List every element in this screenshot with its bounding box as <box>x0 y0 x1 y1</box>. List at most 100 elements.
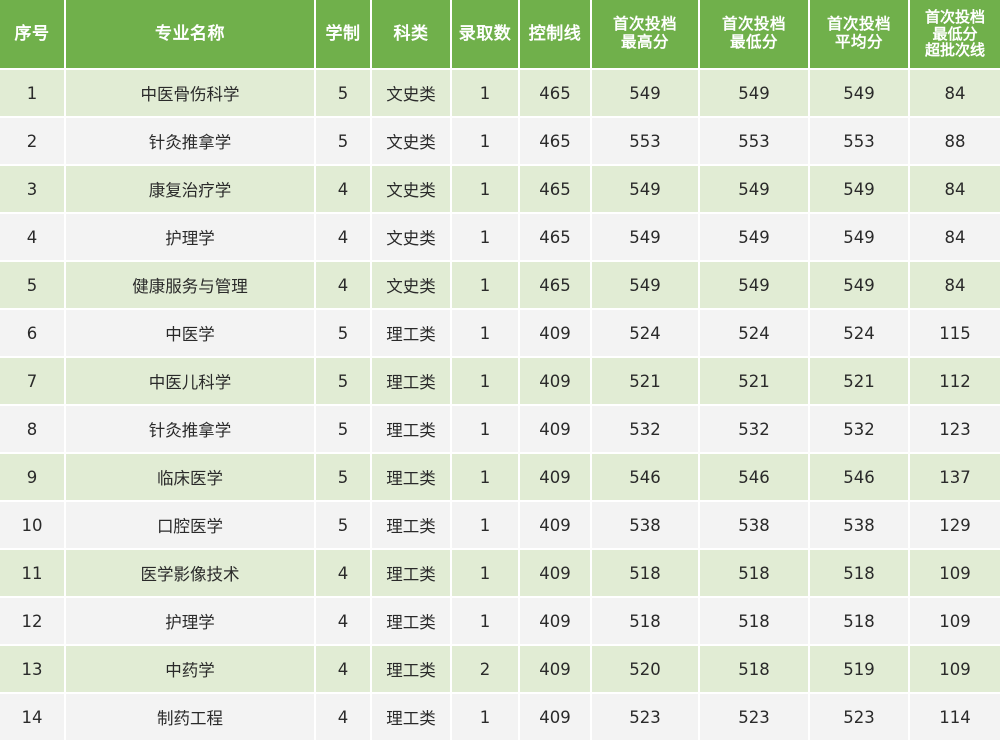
cell-category: 理工类 <box>372 550 452 598</box>
column-header-line: 首次投档 <box>924 7 985 26</box>
cell-first_avg: 553 <box>810 118 910 166</box>
cell-index: 13 <box>0 646 66 694</box>
cell-category: 理工类 <box>372 358 452 406</box>
cell-category: 理工类 <box>372 310 452 358</box>
cell-duration: 5 <box>316 358 372 406</box>
cell-enrolled: 1 <box>452 550 520 598</box>
column-header-index: 序号 <box>0 0 66 70</box>
cell-category: 理工类 <box>372 454 452 502</box>
cell-category: 文史类 <box>372 118 452 166</box>
cell-category: 文史类 <box>372 70 452 118</box>
cell-major: 中药学 <box>66 646 316 694</box>
cell-first_avg: 549 <box>810 214 910 262</box>
cell-index: 4 <box>0 214 66 262</box>
table-row: 12 护理学 4 理工类 1 409 518 518 518 109 <box>0 598 1000 646</box>
cell-duration: 4 <box>316 214 372 262</box>
cell-first_max: 524 <box>592 310 700 358</box>
cell-first_min: 523 <box>700 694 810 742</box>
cell-category: 理工类 <box>372 502 452 550</box>
column-header-line: 平均分 <box>834 33 883 51</box>
cell-index: 8 <box>0 406 66 454</box>
cell-duration: 5 <box>316 454 372 502</box>
cell-first_max: 549 <box>592 70 700 118</box>
cell-control: 409 <box>520 694 592 742</box>
cell-first_max: 549 <box>592 214 700 262</box>
cell-first_max: 546 <box>592 454 700 502</box>
column-header-line: 首次投档 <box>826 15 891 34</box>
cell-duration: 5 <box>316 310 372 358</box>
cell-duration: 5 <box>316 502 372 550</box>
column-header-line: 最低分 <box>729 33 778 51</box>
cell-index: 5 <box>0 262 66 310</box>
column-header-line: 科类 <box>393 23 429 44</box>
table-row: 5 健康服务与管理 4 文史类 1 465 549 549 549 84 <box>0 262 1000 310</box>
cell-above_line: 109 <box>910 550 1000 598</box>
column-header-line: 录取数 <box>458 23 512 44</box>
column-header-category: 科类 <box>372 0 452 70</box>
cell-index: 14 <box>0 694 66 742</box>
cell-first_max: 518 <box>592 550 700 598</box>
column-header-line: 最高分 <box>620 33 669 51</box>
cell-first_min: 546 <box>700 454 810 502</box>
table-row: 6 中医学 5 理工类 1 409 524 524 524 115 <box>0 310 1000 358</box>
cell-control: 465 <box>520 166 592 214</box>
cell-first_max: 549 <box>592 262 700 310</box>
cell-first_min: 549 <box>700 262 810 310</box>
cell-category: 文史类 <box>372 262 452 310</box>
cell-first_avg: 519 <box>810 646 910 694</box>
cell-major: 临床医学 <box>66 454 316 502</box>
cell-first_min: 532 <box>700 406 810 454</box>
column-header-first_min: 首次投档 最低分 <box>700 0 810 70</box>
cell-first_min: 518 <box>700 550 810 598</box>
cell-major: 口腔医学 <box>66 502 316 550</box>
table-header-row: 序号 专业名称 学制 科类 录取数 控制线 首次投档 最高分 首次投档 最低分 首次投档 平均分 首次投… <box>0 0 1000 70</box>
cell-major: 针灸推拿学 <box>66 118 316 166</box>
column-header-line: 首次投档 <box>612 15 677 34</box>
cell-major: 制药工程 <box>66 694 316 742</box>
cell-first_max: 553 <box>592 118 700 166</box>
column-header-above_line: 首次投档 最低分 超批次线 <box>910 0 1000 70</box>
cell-first_max: 521 <box>592 358 700 406</box>
table-row: 3 康复治疗学 4 文史类 1 465 549 549 549 84 <box>0 166 1000 214</box>
cell-first_avg: 518 <box>810 550 910 598</box>
cell-index: 1 <box>0 70 66 118</box>
cell-first_avg: 523 <box>810 694 910 742</box>
cell-first_max: 532 <box>592 406 700 454</box>
cell-above_line: 109 <box>910 598 1000 646</box>
column-header-line: 控制线 <box>528 23 582 44</box>
cell-first_min: 538 <box>700 502 810 550</box>
cell-major: 针灸推拿学 <box>66 406 316 454</box>
cell-index: 11 <box>0 550 66 598</box>
table-row: 4 护理学 4 文史类 1 465 549 549 549 84 <box>0 214 1000 262</box>
cell-category: 文史类 <box>372 166 452 214</box>
cell-first_avg: 532 <box>810 406 910 454</box>
cell-control: 465 <box>520 262 592 310</box>
cell-first_avg: 524 <box>810 310 910 358</box>
cell-first_min: 518 <box>700 646 810 694</box>
cell-index: 3 <box>0 166 66 214</box>
cell-major: 护理学 <box>66 214 316 262</box>
cell-control: 409 <box>520 406 592 454</box>
cell-above_line: 84 <box>910 262 1000 310</box>
cell-enrolled: 1 <box>452 406 520 454</box>
table-row: 14 制药工程 4 理工类 1 409 523 523 523 114 <box>0 694 1000 742</box>
table-row: 11 医学影像技术 4 理工类 1 409 518 518 518 109 <box>0 550 1000 598</box>
cell-first_avg: 549 <box>810 70 910 118</box>
cell-first_min: 549 <box>700 166 810 214</box>
cell-duration: 5 <box>316 118 372 166</box>
cell-above_line: 88 <box>910 118 1000 166</box>
cell-first_min: 524 <box>700 310 810 358</box>
cell-above_line: 115 <box>910 310 1000 358</box>
cell-enrolled: 1 <box>452 118 520 166</box>
cell-index: 2 <box>0 118 66 166</box>
cell-category: 文史类 <box>372 214 452 262</box>
cell-enrolled: 1 <box>452 166 520 214</box>
cell-enrolled: 1 <box>452 598 520 646</box>
cell-enrolled: 1 <box>452 70 520 118</box>
table-row: 1 中医骨伤科学 5 文史类 1 465 549 549 549 84 <box>0 70 1000 118</box>
cell-index: 12 <box>0 598 66 646</box>
cell-first_max: 518 <box>592 598 700 646</box>
cell-control: 465 <box>520 118 592 166</box>
cell-enrolled: 1 <box>452 214 520 262</box>
